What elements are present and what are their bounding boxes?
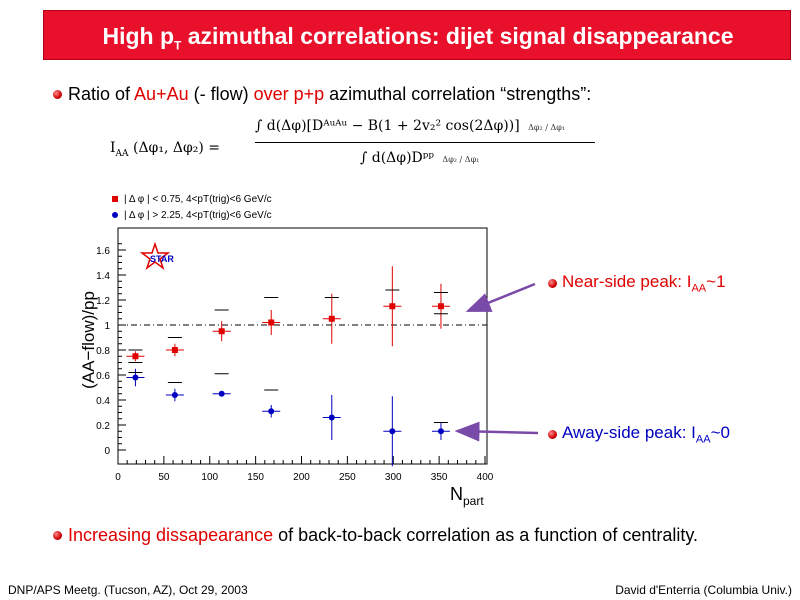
- bullet-icon: [548, 430, 557, 439]
- legend-near: | Δ φ | < 0.75, 4<pT(trig)<6 GeV/c: [112, 192, 272, 208]
- data-point: [132, 353, 139, 360]
- y-axis-label: (AA−flow)/pp: [79, 291, 98, 389]
- blue-circle-icon: [112, 212, 118, 219]
- x-tick-label: 250: [339, 472, 356, 483]
- away-side-arrow: [454, 421, 539, 442]
- x-tick-label: 50: [158, 472, 170, 483]
- data-point: [389, 303, 396, 310]
- away-side-label: Away-side peak: IAA~0: [562, 423, 730, 446]
- star-logo-icon: [139, 241, 171, 271]
- data-point: [328, 315, 335, 322]
- x-tick-label: 300: [385, 472, 402, 483]
- series-1: [126, 368, 450, 467]
- star-logo-text: STAR: [150, 254, 174, 264]
- x-tick-label: 100: [201, 472, 218, 483]
- data-point: [437, 428, 444, 435]
- legend-away: | Δ φ | > 2.25, 4<pT(trig)<6 GeV/c: [112, 208, 272, 224]
- data-point: [132, 374, 139, 381]
- near-side-arrow: [465, 282, 536, 313]
- plot-frame: [117, 227, 488, 465]
- data-point: [437, 303, 444, 310]
- y-tick-label: 0.6: [96, 371, 110, 382]
- centrality-bullet-text: Increasing dissapearance of back-to-back…: [68, 525, 699, 545]
- y-tick-label: 1.2: [96, 296, 110, 307]
- footer-conference: DNP/APS Meetg. (Tucson, AZ), Oct 29, 200…: [8, 583, 248, 597]
- y-tick-label: 0.2: [96, 421, 110, 432]
- near-side-label: Near-side peak: IAA~1: [562, 272, 726, 295]
- y-tick-label: 1.6: [96, 246, 110, 257]
- data-point: [268, 319, 275, 326]
- red-square-icon: [112, 196, 118, 203]
- chart-legend: | Δ φ | < 0.75, 4<pT(trig)<6 GeV/c | Δ φ…: [112, 192, 272, 224]
- y-tick-label: 0.4: [96, 396, 110, 407]
- title-banner: High pT azimuthal correlations: dijet si…: [43, 10, 791, 60]
- slide-title: High pT azimuthal correlations: dijet si…: [102, 23, 734, 53]
- x-tick-label: 400: [477, 472, 494, 483]
- data-point: [389, 428, 396, 435]
- data-point: [328, 414, 335, 421]
- data-point: [268, 408, 275, 415]
- x-tick-label: 150: [247, 472, 264, 483]
- y-tick-label: 0.8: [96, 346, 110, 357]
- y-tick-label: 1.4: [96, 271, 110, 282]
- bullet-icon: [548, 279, 557, 288]
- y-tick-label: 0: [104, 446, 110, 457]
- x-tick-label: 200: [293, 472, 310, 483]
- bullet-icon: [53, 90, 62, 99]
- ratio-bullet-text: Ratio of Au+Au (- flow) over p+p azimuth…: [68, 84, 592, 104]
- data-point: [171, 392, 178, 398]
- data-point: [218, 328, 225, 335]
- y-tick-label: 1: [104, 321, 110, 332]
- bullet-icon: [53, 531, 62, 540]
- x-tick-label: 0: [115, 472, 121, 483]
- footer-author: David d'Enterria (Columbia Univ.): [615, 583, 792, 597]
- x-tick-label: 350: [431, 472, 448, 483]
- x-axis-label: Npart: [450, 484, 484, 508]
- data-point: [218, 390, 225, 397]
- series-0: [126, 266, 450, 363]
- data-point: [171, 347, 178, 353]
